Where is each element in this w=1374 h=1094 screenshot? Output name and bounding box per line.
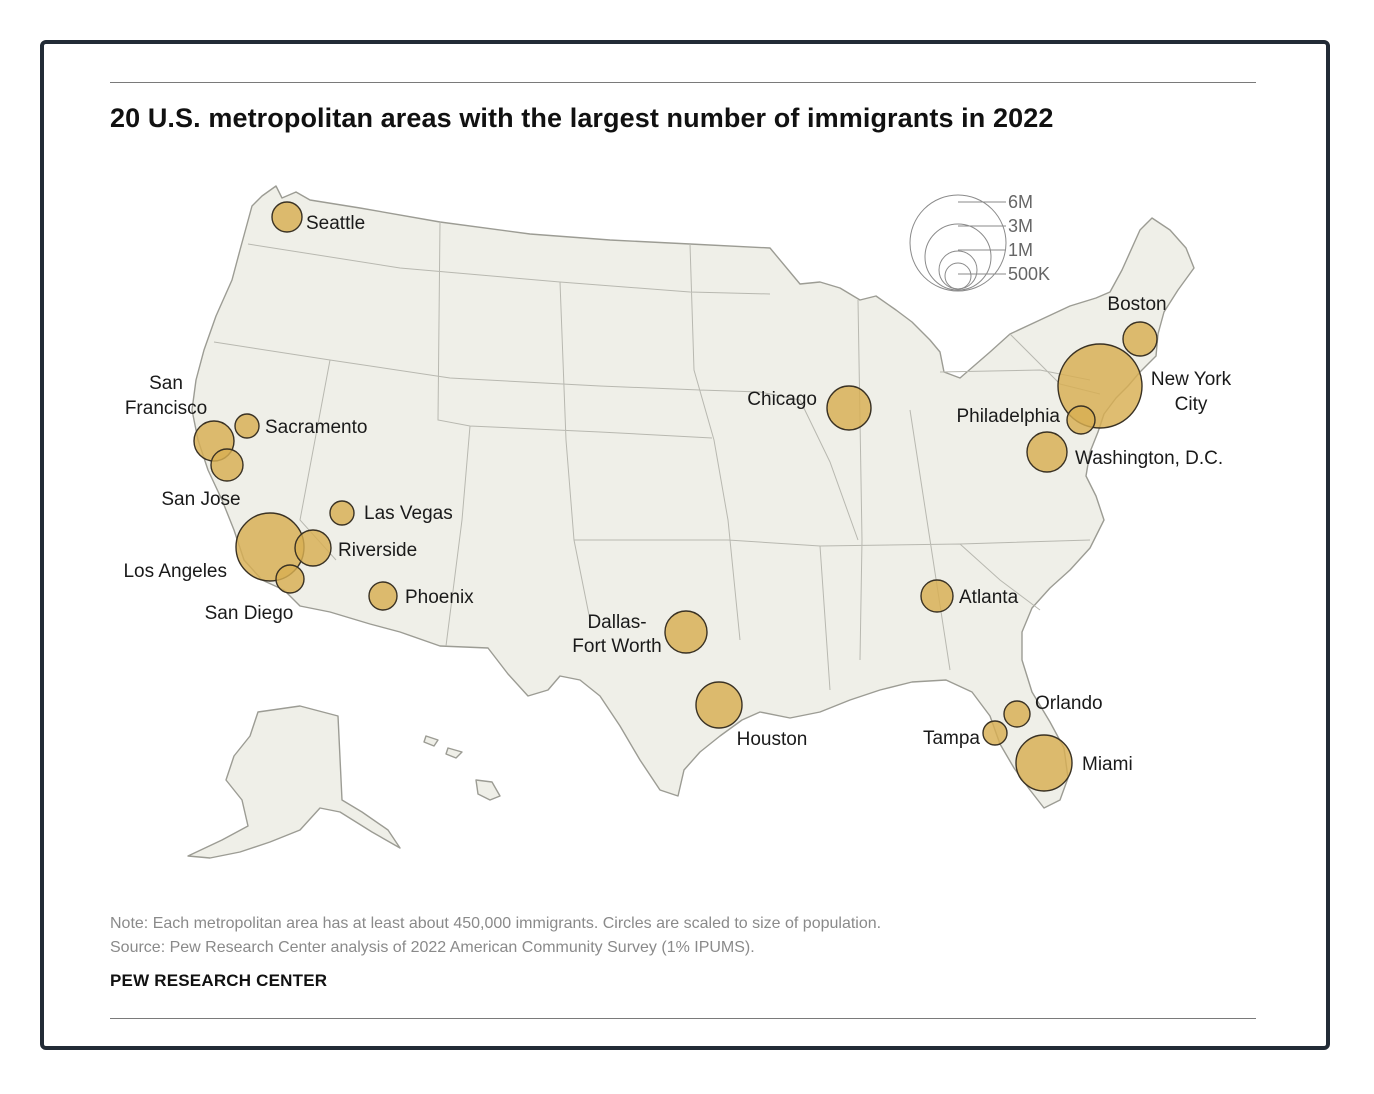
legend-circle-1m	[938, 250, 978, 290]
bubble-houston[interactable]	[695, 681, 743, 729]
label-phoenix: Phoenix	[405, 587, 474, 608]
bubble-las-vegas[interactable]	[329, 500, 355, 526]
legend-label-3m: 3M	[1008, 216, 1033, 236]
label-orlando: Orlando	[1035, 693, 1103, 714]
label-dallas-line2: Fort Worth	[572, 636, 661, 657]
alaska-shape	[187, 705, 401, 859]
label-houston: Houston	[737, 729, 808, 750]
brand-credit: PEW RESEARCH CENTER	[110, 971, 328, 990]
bubble-philadelphia[interactable]	[1066, 405, 1096, 435]
bubble-san-jose[interactable]	[210, 448, 244, 482]
legend-circle-3m	[924, 223, 992, 291]
label-sacramento: Sacramento	[265, 417, 367, 438]
city-labels: Seattle San Francisco Sacramento San Jos…	[123, 213, 1231, 775]
legend-label-6m: 6M	[1008, 192, 1033, 212]
legend-circle-500k	[944, 262, 972, 290]
bubble-sacramento[interactable]	[234, 413, 260, 439]
label-san-diego: San Diego	[205, 603, 294, 624]
source-text: Source: Pew Research Center analysis of …	[110, 939, 755, 956]
bubble-boston[interactable]	[1122, 321, 1158, 357]
hawaii-island-1	[423, 735, 439, 747]
label-dallas-line1: Dallas-	[587, 612, 646, 633]
bubble-tampa[interactable]	[982, 720, 1008, 746]
note-text: Note: Each metropolitan area has at leas…	[110, 915, 882, 932]
label-riverside: Riverside	[338, 540, 417, 561]
state-boundaries	[213, 221, 1101, 691]
bubble-dallas-fort-worth[interactable]	[664, 610, 708, 654]
bubble-miami[interactable]	[1015, 734, 1073, 792]
label-miami: Miami	[1082, 754, 1133, 775]
bubble-washington-dc[interactable]	[1026, 431, 1068, 473]
bottom-rule	[110, 1018, 1256, 1019]
label-tampa: Tampa	[923, 728, 980, 749]
contiguous-us-shape	[191, 185, 1195, 809]
size-legend: 6M 3M 1M 500K	[909, 192, 1050, 292]
bubble-phoenix[interactable]	[368, 581, 398, 611]
label-chicago: Chicago	[747, 389, 817, 410]
hawaii-island-3	[475, 779, 501, 801]
label-las-vegas: Las Vegas	[364, 503, 453, 524]
label-los-angeles: Los Angeles	[123, 561, 227, 582]
hawaii-island-2	[445, 747, 463, 759]
bubble-atlanta[interactable]	[920, 579, 954, 613]
legend-label-1m: 1M	[1008, 240, 1033, 260]
label-san-francisco-line2: Francisco	[125, 398, 207, 419]
bubble-orlando[interactable]	[1003, 700, 1031, 728]
legend-circle-6m	[909, 194, 1007, 292]
label-new-york-line1: New York	[1151, 369, 1232, 390]
chart-title: 20 U.S. metropolitan areas with the larg…	[110, 103, 1054, 133]
label-philadelphia: Philadelphia	[956, 406, 1060, 427]
label-san-jose: San Jose	[161, 489, 240, 510]
city-bubbles	[193, 201, 1158, 792]
bubble-seattle[interactable]	[271, 201, 303, 233]
bubble-riverside[interactable]	[294, 529, 332, 567]
label-washington-dc: Washington, D.C.	[1075, 448, 1223, 469]
label-new-york-line2: City	[1175, 394, 1208, 415]
label-atlanta: Atlanta	[959, 587, 1019, 608]
footnotes: Note: Each metropolitan area has at leas…	[110, 912, 881, 960]
label-seattle: Seattle	[306, 213, 365, 234]
bubble-san-diego[interactable]	[275, 564, 305, 594]
label-san-francisco-line1: San	[149, 373, 183, 394]
bubble-chicago[interactable]	[826, 385, 872, 431]
label-boston: Boston	[1107, 294, 1166, 315]
legend-label-500k: 500K	[1008, 264, 1050, 284]
top-rule	[110, 82, 1256, 83]
